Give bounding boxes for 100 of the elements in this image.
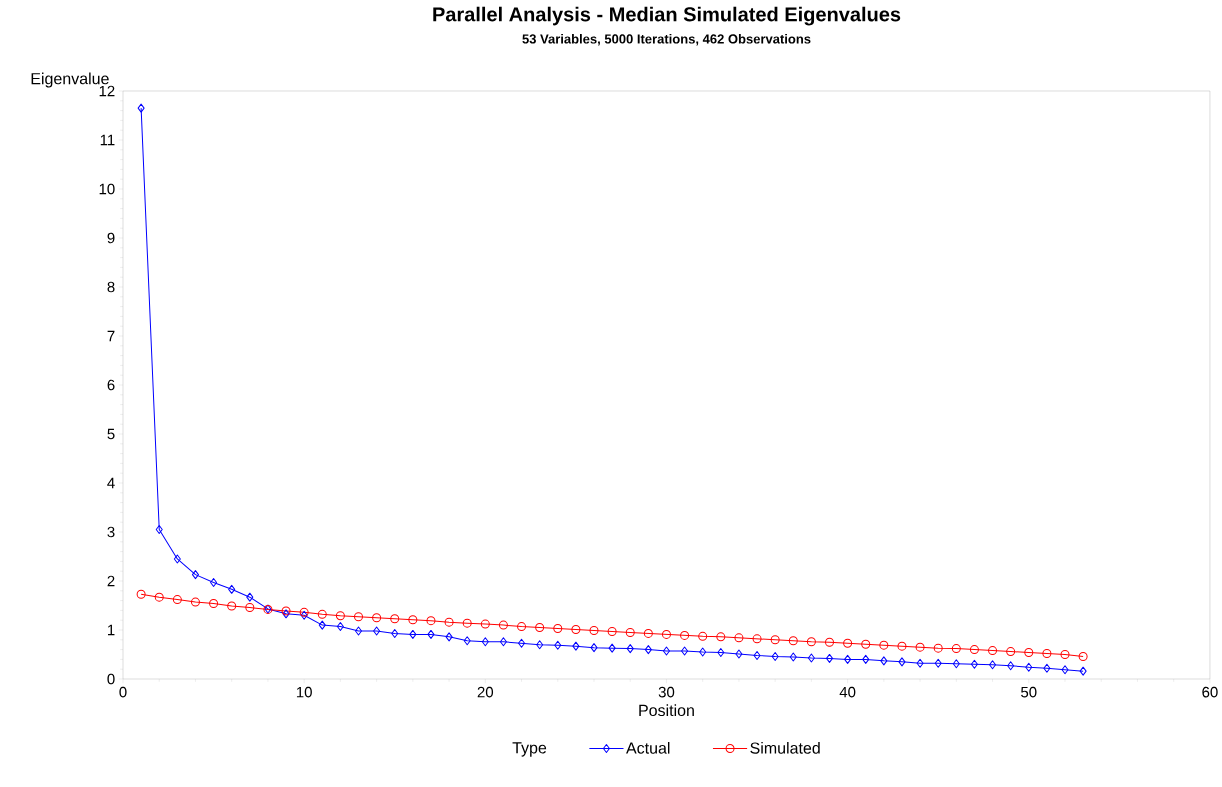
y-tick-label: 5 <box>107 428 115 440</box>
point <box>336 622 344 632</box>
point <box>625 627 635 637</box>
point <box>335 611 345 621</box>
point <box>661 629 671 639</box>
x-tick-label: 30 <box>658 686 675 698</box>
point <box>951 644 961 654</box>
point <box>1079 666 1087 676</box>
point <box>788 636 798 646</box>
legend-title: Type <box>512 742 547 757</box>
point <box>880 656 888 666</box>
point <box>554 640 562 650</box>
x-tick-label: 20 <box>477 686 494 698</box>
point <box>463 636 471 646</box>
point <box>317 609 327 619</box>
x-axis-title: Position <box>639 704 694 717</box>
point <box>753 650 761 660</box>
point <box>535 623 545 633</box>
point <box>499 637 507 647</box>
point <box>734 633 744 643</box>
point <box>969 645 979 655</box>
point <box>373 626 381 636</box>
point <box>246 592 254 602</box>
point <box>915 642 925 652</box>
point <box>172 595 182 605</box>
point <box>970 659 978 669</box>
point <box>1060 650 1070 659</box>
chart-subtitle: 53 Variables, 5000 Iterations, 462 Observations <box>522 34 811 46</box>
point <box>481 637 489 647</box>
point <box>210 577 218 587</box>
point <box>354 612 363 622</box>
point <box>643 628 653 638</box>
point <box>137 103 145 113</box>
point <box>607 626 617 636</box>
point <box>444 617 454 627</box>
point <box>735 649 743 659</box>
point <box>1061 665 1069 675</box>
point <box>826 653 833 663</box>
point <box>988 646 998 656</box>
point <box>989 660 997 670</box>
y-tick-label: 2 <box>107 575 115 587</box>
point <box>227 601 237 611</box>
point <box>1078 651 1088 661</box>
point <box>390 614 400 624</box>
legend-label: Actual <box>626 742 670 754</box>
point <box>898 657 906 667</box>
point <box>843 638 853 648</box>
point <box>825 637 834 647</box>
y-tick-label: 10 <box>99 183 115 195</box>
point <box>209 599 219 609</box>
point <box>879 640 889 650</box>
y-tick-label: 1 <box>108 624 115 636</box>
point <box>536 640 544 650</box>
point <box>789 652 797 662</box>
point <box>518 638 526 648</box>
point <box>245 602 255 612</box>
point <box>770 635 780 645</box>
point <box>154 592 164 602</box>
point <box>517 622 527 632</box>
point <box>681 646 689 656</box>
point <box>861 639 871 649</box>
point <box>806 637 816 647</box>
point <box>752 634 762 644</box>
point <box>844 654 852 664</box>
point <box>699 647 707 657</box>
point <box>807 653 815 663</box>
point <box>1024 648 1034 658</box>
legend-label: Simulated <box>750 742 820 754</box>
point <box>462 618 472 628</box>
point <box>228 584 236 594</box>
point <box>190 597 200 607</box>
point <box>897 641 907 651</box>
point <box>608 643 616 653</box>
y-tick-label: 7 <box>107 330 115 342</box>
point <box>717 648 725 658</box>
point <box>572 641 580 651</box>
x-tick-label: 10 <box>296 686 312 698</box>
point <box>1025 662 1033 672</box>
point <box>408 615 418 625</box>
y-tick-label: 8 <box>107 281 115 293</box>
point <box>1007 661 1015 671</box>
point <box>426 616 436 626</box>
point <box>698 631 708 641</box>
y-tick-label: 9 <box>107 232 115 244</box>
chart-title: Parallel Analysis - Median Simulated Eigenvalues <box>433 6 901 26</box>
point <box>409 629 417 639</box>
point <box>155 525 163 535</box>
point <box>952 659 960 669</box>
point <box>862 654 870 664</box>
point <box>355 626 362 636</box>
x-tick-label: 0 <box>119 686 127 698</box>
x-tick-label: 60 <box>1202 686 1218 698</box>
point <box>1043 663 1051 673</box>
point <box>553 624 563 634</box>
point <box>771 651 779 661</box>
point <box>372 613 382 623</box>
point <box>916 658 924 668</box>
y-tick-label: 0 <box>107 673 115 685</box>
y-tick-label: 11 <box>100 134 115 146</box>
point <box>716 632 726 642</box>
